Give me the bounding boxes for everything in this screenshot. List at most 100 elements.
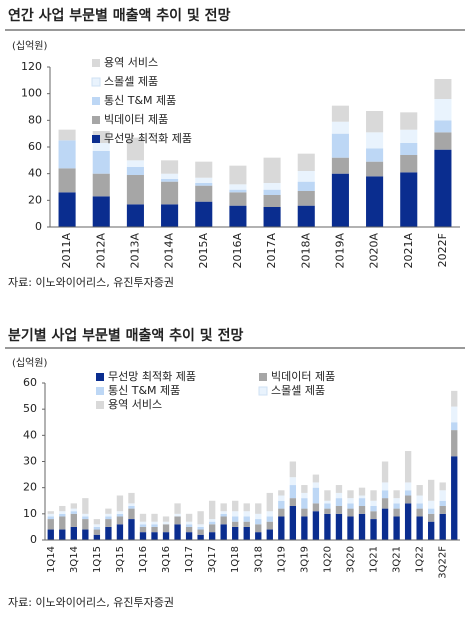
bar-segment	[139, 526, 147, 533]
bar-segment	[428, 513, 435, 522]
bar-segment	[128, 505, 135, 509]
y-tick-label: 60	[23, 376, 37, 389]
bar-segment	[116, 513, 124, 517]
bar-segment	[278, 495, 285, 501]
y-tick-label: 80	[28, 113, 42, 126]
bar-segment	[58, 129, 76, 141]
bar-segment	[331, 173, 349, 227]
bar-segment	[263, 189, 281, 195]
x-tick-label: 3Q21	[392, 546, 403, 573]
bar-segment	[370, 511, 377, 520]
bar-segment	[229, 184, 247, 190]
bar-segment	[255, 532, 262, 540]
bar-segment	[197, 534, 204, 540]
bar-segment	[59, 505, 66, 512]
bar-segment	[297, 191, 315, 206]
legend-swatch	[92, 59, 100, 67]
bar-segment	[324, 500, 331, 504]
bar-segment	[358, 498, 366, 506]
bar-segment	[324, 513, 331, 540]
bar-segment	[220, 513, 227, 517]
y-tick-label: 40	[23, 428, 37, 441]
y-tick-label: 0	[35, 220, 42, 233]
y-tick-label: 10	[23, 507, 37, 520]
bar-segment	[220, 503, 227, 512]
bar-segment	[197, 524, 204, 527]
bar-segment	[434, 79, 452, 99]
bar-segment	[58, 168, 76, 193]
bar-segment	[243, 521, 250, 527]
bar-segment	[366, 176, 384, 227]
bar-segment	[312, 474, 320, 483]
bar-segment	[232, 516, 239, 522]
bar-segment	[301, 516, 308, 540]
x-tick-label: 3Q19	[299, 546, 310, 573]
x-tick-label: 1Q16	[138, 546, 149, 573]
bar-segment	[58, 140, 76, 169]
bar-segment	[263, 183, 281, 190]
bar-segment	[366, 148, 384, 162]
bar-segment	[451, 406, 458, 423]
bar-segment	[347, 503, 354, 509]
x-tick-label: 2012A	[94, 233, 107, 269]
bar-segment	[161, 173, 179, 179]
bar-segment	[126, 137, 144, 161]
bar-segment	[404, 495, 412, 504]
bar-segment	[404, 490, 412, 496]
bar-segment	[347, 498, 354, 504]
bar-segment	[335, 505, 343, 514]
bar-segment	[439, 490, 446, 501]
y-tick-label: 40	[28, 167, 42, 180]
x-tick-label: 1Q18	[230, 546, 241, 573]
bar-segment	[139, 521, 147, 525]
legend-label: 스몰셀 제품	[271, 384, 325, 397]
bar-segment	[255, 513, 262, 520]
bar-segment	[105, 508, 112, 514]
bar-segment	[208, 524, 216, 533]
bar-segment	[393, 498, 400, 504]
bar-segment	[185, 521, 193, 525]
bar-segment	[151, 513, 158, 522]
bar-segment	[434, 132, 452, 150]
bar-segment	[434, 99, 452, 121]
bar-segment	[116, 495, 124, 512]
bar-segment	[161, 179, 179, 182]
legend-label: 빅데이터 제품	[271, 370, 335, 383]
bar-segment	[428, 479, 435, 501]
bar-segment	[151, 524, 158, 527]
bar-segment	[370, 500, 377, 506]
bar-segment	[195, 161, 213, 178]
bar-segment	[116, 511, 124, 514]
bar-segment	[278, 508, 285, 517]
bar-segment	[208, 519, 216, 522]
bar-segment	[416, 503, 423, 509]
bar-segment	[255, 503, 262, 514]
bar-segment	[92, 143, 110, 151]
bar-segment	[139, 524, 147, 527]
bar-segment	[151, 532, 158, 540]
bar-segment	[93, 519, 101, 525]
legend-label: 용역 서비스	[104, 56, 158, 69]
bar-segment	[161, 160, 179, 174]
bar-segment	[126, 167, 144, 175]
legend-swatch	[92, 97, 100, 105]
bar-segment	[366, 161, 384, 177]
bar-segment	[301, 508, 308, 517]
source: 자료: 이노와이어리스, 유진투자증권	[8, 276, 174, 289]
bar-segment	[116, 516, 124, 525]
x-tick-label: 2015A	[197, 233, 210, 269]
bar-segment	[82, 529, 89, 540]
bar-segment	[381, 508, 389, 540]
bar-segment	[400, 112, 418, 130]
bar-segment	[195, 201, 213, 227]
bar-segment	[331, 105, 349, 122]
legend-swatch	[92, 135, 100, 143]
bar-segment	[439, 482, 446, 491]
bar-segment	[381, 498, 389, 509]
x-tick-label: 2017A	[265, 233, 278, 269]
x-tick-label: 2011A	[60, 233, 73, 269]
bar-segment	[197, 526, 204, 530]
bar-segment	[70, 511, 77, 514]
bar-segment	[162, 532, 170, 540]
bar-segment	[220, 516, 227, 525]
